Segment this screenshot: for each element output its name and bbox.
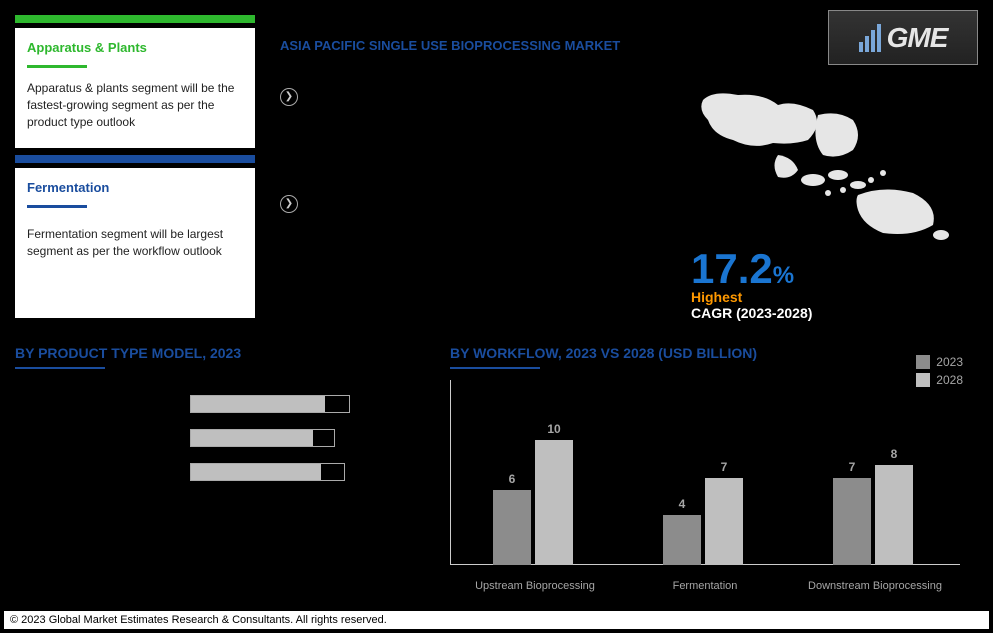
bar-2023 xyxy=(493,490,531,565)
card1-line xyxy=(27,65,87,68)
card2-line xyxy=(27,205,87,208)
asia-pacific-map: 17.2% Highest CAGR (2023-2028) xyxy=(683,85,973,335)
cagr-percent: % xyxy=(773,262,794,289)
bar-value-2028: 8 xyxy=(875,447,913,461)
cagr-value: 17.2 xyxy=(691,245,773,292)
workflow-chart: 6 10 Upstream Bioprocessing 4 7 Fermenta… xyxy=(450,380,970,600)
workflow-title: BY WORKFLOW, 2023 VS 2028 (USD BILLION) xyxy=(450,345,757,369)
product-bar xyxy=(190,463,345,481)
card-fermentation: Fermentation Fermentation segment will b… xyxy=(15,168,255,318)
bar-2028 xyxy=(535,440,573,565)
cagr-period: CAGR (2023-2028) xyxy=(691,305,973,321)
product-bar-row xyxy=(15,429,435,447)
workflow-underline xyxy=(450,367,540,369)
bar-2023 xyxy=(663,515,701,565)
bar-value-2028: 10 xyxy=(535,422,573,436)
logo-text: GME xyxy=(887,22,948,54)
cagr-highest: Highest xyxy=(691,289,973,305)
top-green-bar xyxy=(15,15,255,23)
blue-divider xyxy=(15,155,255,163)
product-type-title: BY PRODUCT TYPE MODEL, 2023 xyxy=(15,345,241,369)
workflow-category: Upstream Bioprocessing xyxy=(455,580,615,592)
bar-2028 xyxy=(705,478,743,566)
chevron-icon: ❯ xyxy=(280,195,298,213)
product-bar xyxy=(190,395,350,413)
workflow-category: Fermentation xyxy=(625,580,785,592)
product-bar-row xyxy=(15,395,435,413)
legend-swatch xyxy=(916,355,930,369)
product-bar-fill xyxy=(191,464,321,480)
bullet-2: ❯ xyxy=(280,195,650,213)
product-type-title-text: BY PRODUCT TYPE MODEL, 2023 xyxy=(15,345,241,361)
chevron-icon: ❯ xyxy=(280,88,298,106)
card2-title: Fermentation xyxy=(27,180,243,195)
legend-item: 2023 xyxy=(916,355,963,369)
legend-label: 2023 xyxy=(936,355,963,369)
copyright: © 2023 Global Market Estimates Research … xyxy=(4,611,989,629)
product-bar xyxy=(190,429,335,447)
bar-2023 xyxy=(833,478,871,566)
workflow-category: Downstream Bioprocessing xyxy=(795,580,955,592)
workflow-title-text: BY WORKFLOW, 2023 VS 2028 (USD BILLION) xyxy=(450,345,757,361)
product-bar-fill xyxy=(191,430,313,446)
product-type-underline xyxy=(15,367,105,369)
y-axis xyxy=(450,380,451,565)
card1-title: Apparatus & Plants xyxy=(27,40,243,55)
bar-value-2023: 4 xyxy=(663,497,701,511)
product-type-chart xyxy=(15,395,435,497)
bar-value-2028: 7 xyxy=(705,460,743,474)
product-bar-row xyxy=(15,463,435,481)
map-icon xyxy=(683,85,973,240)
card-apparatus: Apparatus & Plants Apparatus & plants se… xyxy=(15,28,255,148)
gme-logo: GME xyxy=(828,10,978,65)
cagr-block: 17.2% Highest CAGR (2023-2028) xyxy=(683,245,973,321)
product-bar-fill xyxy=(191,396,325,412)
card1-text: Apparatus & plants segment will be the f… xyxy=(27,80,243,130)
bar-2028 xyxy=(875,465,913,565)
main-title: ASIA PACIFIC SINGLE USE BIOPROCESSING MA… xyxy=(280,38,620,53)
bar-value-2023: 6 xyxy=(493,472,531,486)
bar-value-2023: 7 xyxy=(833,460,871,474)
bullet-1: ❯ xyxy=(280,88,650,106)
logo-bars-icon xyxy=(859,24,881,52)
card2-text: Fermentation segment will be largest seg… xyxy=(27,226,243,260)
